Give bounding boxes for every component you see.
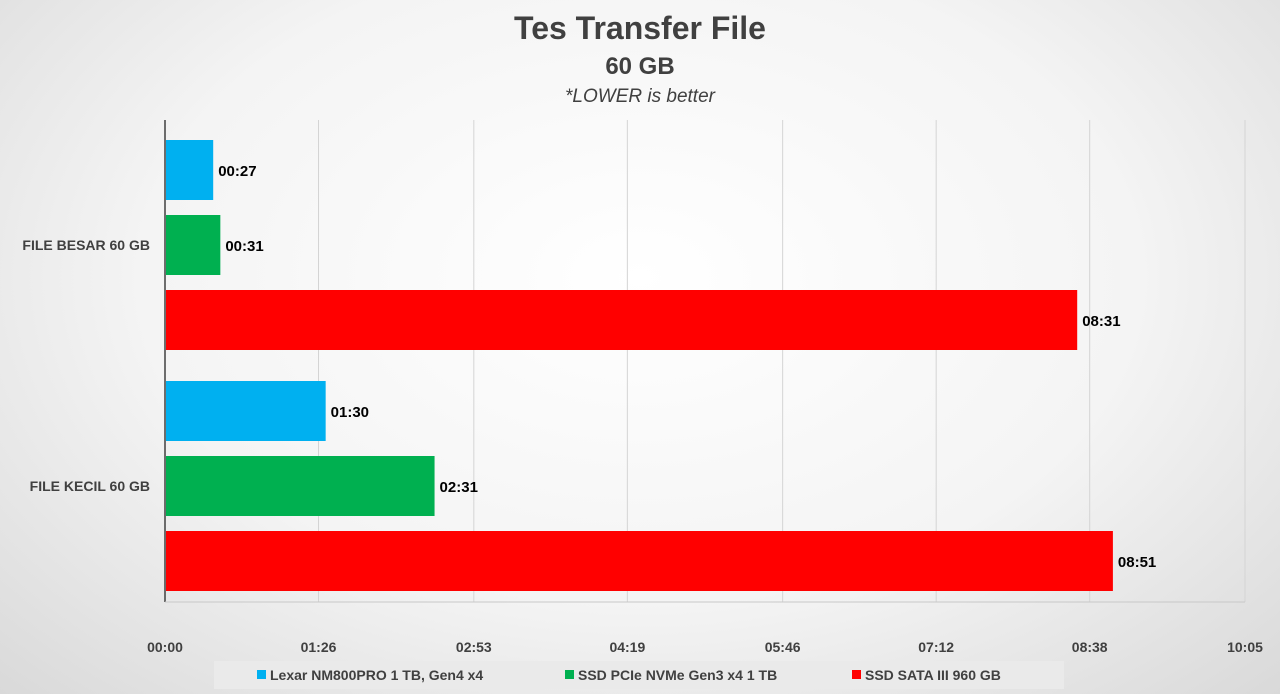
legend-box: [214, 661, 1064, 689]
legend: Lexar NM800PRO 1 TB, Gen4 x4 SSD PCIe NVM…: [214, 661, 1064, 689]
bar: [166, 531, 1113, 591]
data-label: 00:31: [225, 238, 263, 255]
category-label: FILE KECIL 60 GB: [30, 478, 150, 494]
bar: [166, 140, 214, 200]
x-tick-label: 08:38: [1072, 639, 1108, 655]
data-label: 01:30: [331, 404, 369, 421]
bars: [166, 140, 1113, 591]
legend-label: Lexar NM800PRO 1 TB, Gen4 x4: [270, 667, 483, 683]
x-tick-label: 01:26: [301, 639, 337, 655]
chart-title: Tes Transfer File: [514, 10, 766, 46]
gridlines: [318, 120, 1246, 602]
bar: [166, 290, 1078, 350]
data-label: 08:31: [1082, 313, 1120, 330]
bar: [166, 456, 435, 516]
chart-note: *LOWER is better: [565, 86, 716, 107]
chart-subtitle: 60 GB: [605, 53, 674, 80]
x-tick-label: 05:46: [765, 639, 801, 655]
legend-label: SSD SATA III 960 GB: [865, 667, 1001, 683]
x-tick-label: 04:19: [609, 639, 645, 655]
legend-label: SSD PCIe NVMe Gen3 x4 1 TB: [578, 667, 777, 683]
x-tick-label: 07:12: [918, 639, 954, 655]
x-tick-label: 00:00: [147, 639, 183, 655]
axes: [164, 120, 1245, 603]
legend-swatch: [565, 670, 574, 679]
bar: [166, 381, 326, 441]
labels: 00:00 01:26 02:53 04:19 05:46 07:12 08:38 10:05…: [22, 163, 1263, 655]
legend-swatch: [257, 670, 266, 679]
data-label: 02:31: [440, 479, 478, 496]
x-tick-label: 02:53: [456, 639, 492, 655]
x-tick-label: 10:05: [1227, 639, 1263, 655]
data-label: 08:51: [1118, 554, 1156, 571]
category-label: FILE BESAR 60 GB: [22, 237, 150, 253]
data-label: 00:27: [218, 163, 256, 180]
legend-swatch: [852, 670, 861, 679]
bar: [166, 215, 221, 275]
